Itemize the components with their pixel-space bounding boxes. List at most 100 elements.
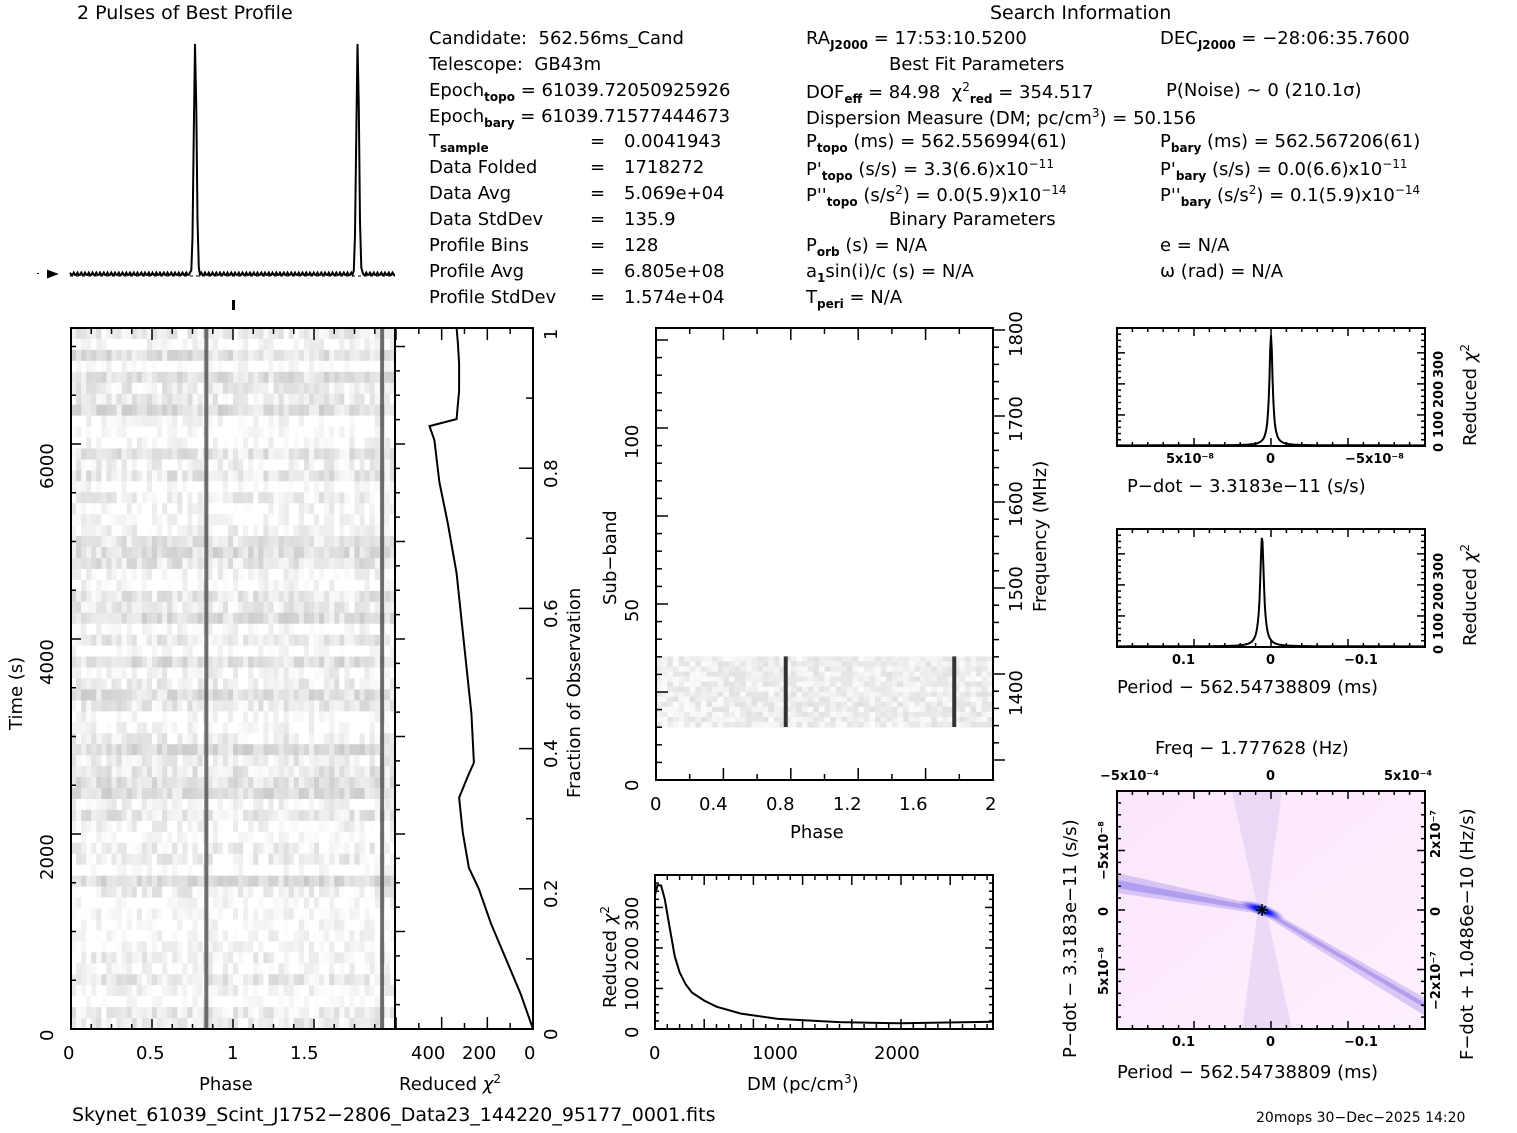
waterfall-cell — [81, 842, 87, 855]
waterfall-cell — [141, 678, 148, 690]
binary-title: Binary Parameters — [889, 209, 1056, 230]
waterfall-cell — [243, 645, 249, 658]
waterfall-cell — [319, 733, 325, 745]
waterfall-cell — [374, 634, 381, 647]
waterfall-cell — [121, 820, 128, 833]
waterfall-cell — [96, 897, 102, 910]
waterfall-cell — [177, 963, 183, 975]
waterfall-cell — [212, 371, 219, 384]
waterfall-cell — [243, 623, 249, 636]
subband-cell — [802, 681, 809, 688]
waterfall-cell — [233, 908, 239, 920]
subband-cell — [706, 691, 713, 698]
waterfall-cell — [233, 919, 239, 931]
waterfall-cell — [116, 634, 123, 647]
waterfall-cell — [258, 886, 264, 899]
subband-cell — [785, 701, 792, 708]
waterfall-cell — [217, 930, 224, 942]
waterfall-cell — [283, 985, 290, 997]
waterfall-cell — [354, 952, 361, 964]
waterfall-cell — [157, 820, 163, 833]
waterfall-cell — [126, 525, 133, 537]
waterfall-cell — [359, 338, 366, 351]
waterfall-cell — [71, 963, 77, 975]
subband-cell — [987, 656, 994, 662]
waterfall-cell — [248, 393, 254, 406]
subband-cell — [863, 676, 870, 683]
waterfall-cell — [212, 470, 219, 482]
subband-cell — [852, 656, 859, 662]
waterfall-cell — [86, 733, 92, 745]
waterfall-cell — [91, 974, 97, 986]
waterfall-cell — [308, 985, 315, 997]
waterfall-cell — [106, 481, 112, 493]
waterfall-cell — [106, 656, 112, 669]
waterfall-cell — [207, 831, 214, 844]
waterfall-cell — [217, 952, 224, 964]
waterfall-cell — [157, 700, 163, 712]
waterfall-cell — [263, 448, 269, 460]
waterfall-cell — [344, 470, 350, 482]
subband-cell — [695, 666, 702, 673]
waterfall-cell — [71, 492, 77, 504]
waterfall-cell — [212, 503, 219, 515]
waterfall-cell — [243, 700, 249, 712]
dm-value: ) = 50.156 — [1099, 108, 1197, 129]
candidate-row: Candidate: 562.56ms_Cand — [429, 28, 684, 49]
waterfall-cell — [253, 656, 259, 669]
waterfall-cell — [146, 360, 153, 373]
waterfall-cell — [243, 656, 249, 669]
waterfall-cell — [222, 459, 229, 471]
subband-cell — [796, 701, 803, 708]
waterfall-cell — [268, 733, 274, 745]
subband-cell — [959, 706, 966, 713]
waterfall-cell — [172, 415, 178, 428]
waterfall-cell — [298, 798, 305, 811]
waterfall-cell — [182, 711, 188, 723]
chi2-time-line — [428, 327, 534, 1030]
waterfall-cell — [344, 514, 350, 526]
subband-cell — [790, 661, 797, 667]
waterfall-cell — [227, 536, 234, 548]
waterfall-cell — [248, 536, 254, 548]
waterfall-cell — [354, 875, 361, 888]
waterfall-cell — [238, 601, 244, 614]
waterfall-cell — [167, 371, 173, 384]
subband-cell — [684, 701, 691, 708]
waterfall-cell — [359, 404, 366, 417]
waterfall-cell — [172, 875, 178, 888]
waterfall-cell — [243, 744, 249, 756]
waterfall-cell — [339, 733, 345, 745]
waterfall-cell — [162, 360, 168, 373]
waterfall-cell — [207, 503, 214, 515]
waterfall-cell — [76, 700, 82, 712]
waterfall-cell — [192, 382, 199, 395]
subband-cell — [672, 681, 679, 688]
waterfall-cell — [101, 481, 107, 493]
waterfall-cell — [243, 853, 249, 866]
subband-cell — [729, 696, 736, 703]
dec-value: = −28:06:35.7600 — [1241, 28, 1410, 49]
waterfall-cell — [212, 798, 219, 811]
pdd-bary-exp: −14 — [1394, 183, 1421, 197]
waterfall-cell — [111, 766, 118, 778]
waterfall-cell — [116, 579, 123, 592]
waterfall-cell — [146, 678, 153, 690]
waterfall-cell — [96, 996, 102, 1008]
subband-cell — [723, 676, 730, 683]
subband-cell — [858, 656, 865, 662]
waterfall-cell — [238, 996, 244, 1008]
waterfall-cell — [349, 886, 355, 899]
waterfall-cell — [197, 897, 204, 910]
waterfall-cell — [314, 634, 320, 647]
waterfall-cell — [81, 492, 87, 504]
waterfall-cell — [197, 809, 204, 822]
waterfall-cell — [308, 700, 315, 712]
subband-cell — [661, 701, 668, 708]
waterfall-cell — [217, 579, 224, 592]
waterfall-cell — [389, 404, 396, 417]
waterfall-cell — [334, 547, 340, 559]
waterfall-cell — [384, 645, 391, 658]
waterfall-cell — [324, 360, 330, 373]
waterfall-cell — [222, 974, 229, 986]
